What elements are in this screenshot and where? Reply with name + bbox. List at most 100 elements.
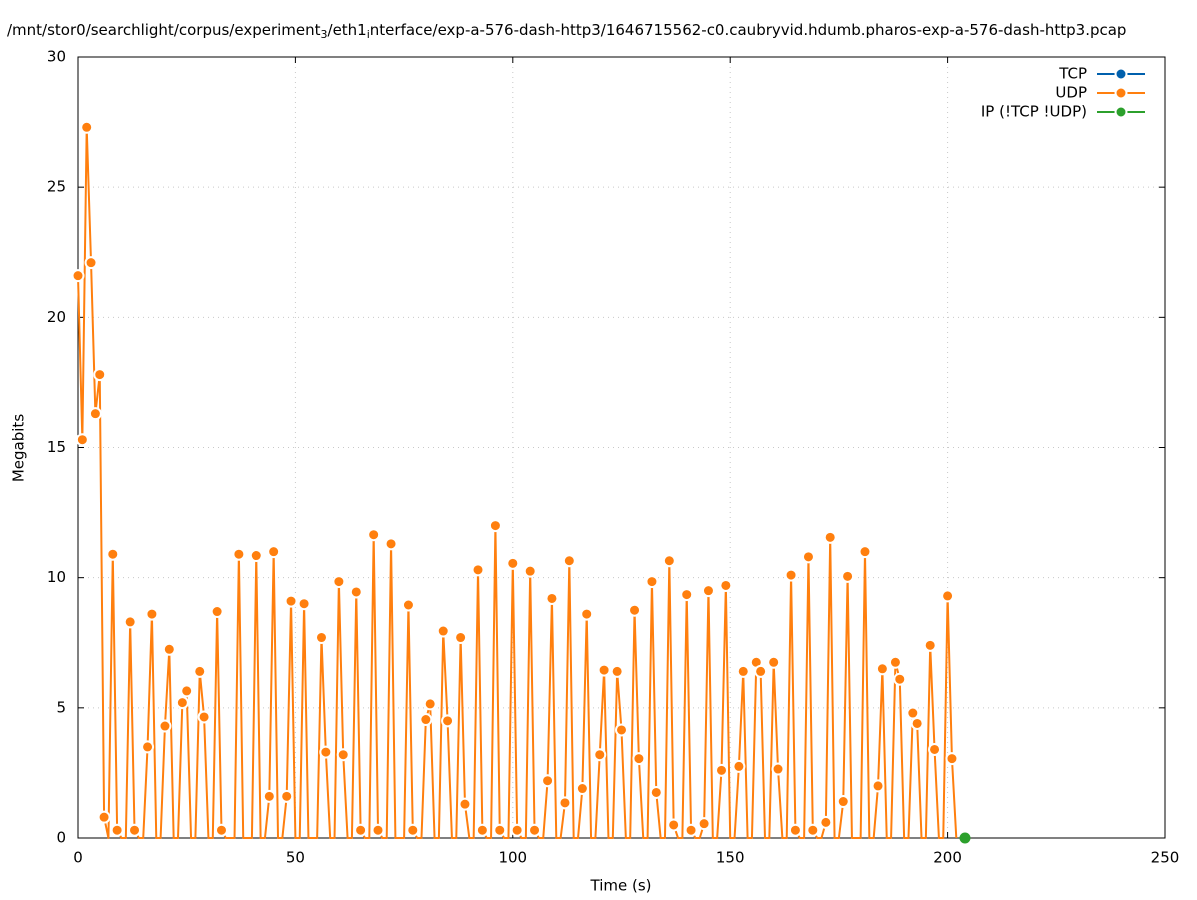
data-point [297,597,311,611]
data-point [436,624,450,638]
data-point [945,752,959,766]
y-tick-label: 5 [56,698,66,716]
data-point [141,740,155,754]
x-axis-label: Time (s) [590,877,652,895]
y-tick-label: 15 [47,438,66,456]
plot-area [71,120,971,844]
data-point [680,588,694,602]
data-point [558,796,572,810]
data-point [541,774,555,788]
data-point [871,779,885,793]
y-tick-label: 20 [47,308,66,326]
data-point [628,603,642,617]
chart-title: /mnt/stor0/searchlight/corpus/experiment… [7,21,1126,42]
data-point [75,433,89,447]
data-point [493,823,507,837]
data-point [406,823,420,837]
data-point [458,797,472,811]
data-point [510,823,524,837]
legend-label: TCP [1058,65,1087,83]
data-point [575,782,589,796]
data-point [419,713,433,727]
x-tick-label: 100 [498,849,527,867]
title-segment: /mnt/stor0/searchlight/corpus/experiment [7,21,321,39]
data-point [349,585,363,599]
data-point [110,823,124,837]
y-tick-label: 0 [56,829,66,847]
data-point [959,832,971,844]
data-point [806,823,820,837]
data-point [645,575,659,589]
data-point [401,598,415,612]
title-segment: 3 [321,28,328,41]
data-point [180,684,194,698]
data-point [667,818,681,832]
data-point [701,584,715,598]
data-point [280,789,294,803]
data-point [84,256,98,270]
data-point [836,795,850,809]
data-point [610,664,624,678]
data-point [267,545,281,559]
data-point [193,664,207,678]
data-point [858,545,872,559]
data-point [145,607,159,621]
data-point [767,655,781,669]
data-point [715,763,729,777]
data-point [736,664,750,678]
data-point [175,696,189,710]
data-point [771,762,785,776]
data-point [88,407,102,421]
data-point [332,575,346,589]
data-point [214,823,228,837]
data-point [371,823,385,837]
y-tick-label: 30 [47,48,66,66]
data-point [697,817,711,831]
x-tick-label: 50 [286,849,305,867]
x-tick-label: 150 [716,849,745,867]
data-point [928,742,942,756]
legend-swatch-point [1114,67,1128,81]
data-point [488,519,502,533]
data-point [80,120,94,134]
data-point [615,723,628,737]
data-point [97,810,111,824]
data-point [545,591,559,605]
data-point [841,569,855,583]
data-point [471,563,485,577]
legend-label: UDP [1055,84,1087,102]
data-point [823,530,837,544]
data-point [941,589,955,603]
data-point [593,748,607,762]
data-point [367,528,381,542]
data-point [662,554,676,568]
data-point [788,823,802,837]
data-point [93,368,107,382]
data-point [719,578,733,592]
data-point [232,547,246,561]
data-point [106,547,120,561]
data-point [262,789,276,803]
title-segment: nterface/exp-a-576-dash-http3/1646715562… [370,21,1127,39]
data-point [475,823,489,837]
data-point [249,549,263,563]
data-point [754,664,768,678]
data-point [506,556,520,570]
data-point [784,568,798,582]
data-point [284,594,298,608]
data-point [562,554,576,568]
data-point [314,631,328,645]
data-point [910,716,924,730]
y-axis-label: Megabits [10,414,28,482]
y-tick-label: 10 [47,568,66,586]
data-point [684,823,698,837]
data-point [888,655,902,669]
data-point [801,550,815,564]
data-point [319,745,333,759]
data-point [523,564,537,578]
data-point [441,714,455,728]
data-point [632,752,646,766]
data-point [819,815,833,829]
data-point [423,697,437,711]
